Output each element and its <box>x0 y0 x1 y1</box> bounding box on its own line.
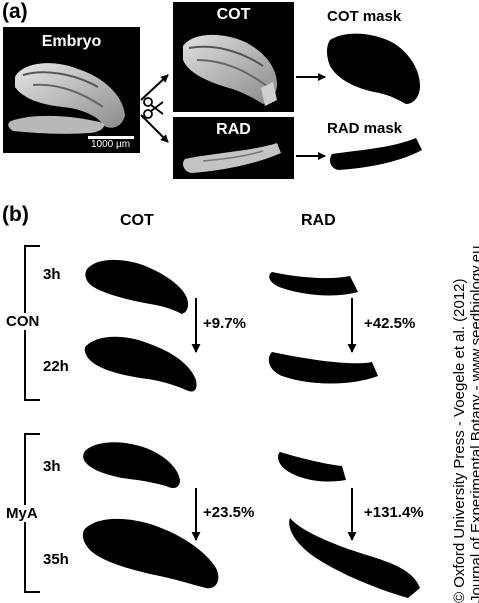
credit-line-2: Journal of Experimental Botany - www.see… <box>468 245 479 603</box>
con-rad-change: +42.5% <box>364 315 416 332</box>
cot-mask-shape <box>327 33 420 105</box>
arrow-to-cot <box>140 74 169 101</box>
embryo-title: Embryo <box>41 33 102 50</box>
scissors-icon <box>143 97 164 119</box>
group-label-mya: MyA <box>4 505 40 522</box>
mya-cot-change: +23.5% <box>203 504 255 521</box>
mya-time-end: 35h <box>43 551 69 568</box>
credit-line-1: © Oxford University Press - Voegele et a… <box>451 278 468 603</box>
panel-b-label: (b) <box>2 203 29 226</box>
mya-time-start: 3h <box>43 458 61 475</box>
mya-rad-change: +131.4% <box>364 504 424 521</box>
mya-cot-3h-mask <box>83 442 180 488</box>
copyright-credit: © Oxford University Press - Voegele et a… <box>451 246 479 603</box>
con-time-end: 22h <box>43 358 69 375</box>
con-rad-22h-mask <box>268 352 378 384</box>
embryo-image <box>8 63 134 139</box>
con-cot-22h-mask <box>84 336 197 392</box>
column-header-rad: RAD <box>301 212 336 229</box>
cot-photo: COT <box>173 2 294 112</box>
con-cot-3h-mask <box>85 259 189 314</box>
con-time-start: 3h <box>43 266 61 283</box>
column-header-cot: COT <box>120 212 154 229</box>
cot-photo-title: COT <box>216 6 251 23</box>
rad-mask-shape <box>330 138 422 170</box>
group-label-con: CON <box>4 313 42 330</box>
rad-photo-title: RAD <box>216 121 251 138</box>
arrow-to-rad <box>140 114 169 143</box>
rad-image <box>183 143 281 173</box>
con-rad-3h-mask <box>269 272 358 296</box>
cot-image <box>183 34 277 106</box>
scale-bar-label: 1000 µm <box>91 139 131 150</box>
con-cot-change: +9.7% <box>203 315 246 332</box>
mya-rad-35h-mask <box>289 518 420 598</box>
panel-a-label: (a) <box>2 0 28 23</box>
cot-mask-title: COT mask <box>327 8 402 25</box>
rad-mask-title: RAD mask <box>327 120 403 137</box>
rad-photo: RAD <box>173 117 294 179</box>
mya-cot-35h-mask <box>82 518 219 589</box>
mya-rad-3h-mask <box>278 452 346 482</box>
embryo-photo: Embryo 1000 µm <box>3 27 140 153</box>
